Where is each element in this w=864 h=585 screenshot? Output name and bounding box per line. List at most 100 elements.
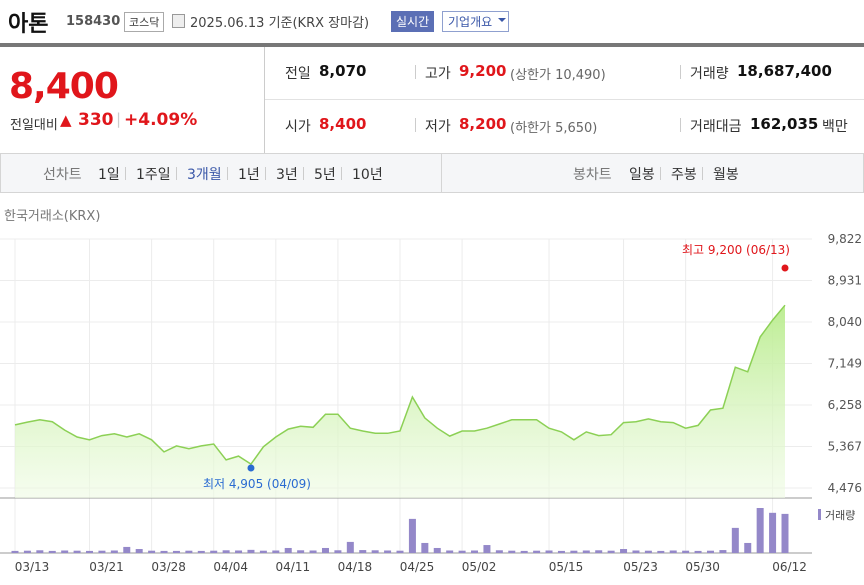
volume-bar — [197, 550, 205, 553]
summary-value: 8,070 — [319, 62, 367, 80]
volume-bar — [731, 527, 739, 553]
annotation-label: 최저 4,905 (04/09) — [203, 477, 311, 491]
volume-bar — [11, 550, 19, 553]
tab[interactable]: 1일 — [98, 167, 120, 183]
volume-bar — [769, 512, 777, 553]
volume-bar — [669, 550, 677, 553]
volume-bar — [632, 550, 640, 553]
volume-bar — [86, 550, 94, 553]
volume-bar — [210, 550, 218, 553]
summary-label: 거래대금 — [690, 119, 742, 135]
summary-value: 162,035 — [750, 115, 819, 133]
x-tick-label: 03/21 — [89, 560, 124, 574]
volume-bar — [284, 547, 292, 553]
volume-bar — [36, 550, 44, 553]
volume-bar — [247, 549, 255, 553]
source: 한국거래소(KRX) — [4, 209, 101, 224]
x-tick-label: 04/25 — [400, 560, 435, 574]
volume-bar — [719, 550, 727, 553]
candle-chart-label: 봉차트 — [573, 167, 612, 183]
volume-bar — [433, 547, 441, 553]
volume-bar — [644, 550, 652, 553]
tab[interactable]: 3개월 — [187, 167, 222, 183]
volume-bar — [682, 550, 690, 553]
x-tick-label: 05/02 — [462, 560, 497, 574]
volume-bar — [110, 550, 118, 553]
x-tick-label: 04/11 — [276, 560, 311, 574]
tab[interactable]: 3년 — [276, 167, 298, 183]
volume-bar — [384, 550, 392, 553]
price-line — [14, 304, 786, 466]
summary-value: 8,400 — [319, 115, 367, 133]
volume-bar — [620, 549, 628, 553]
volume-bar — [595, 550, 603, 553]
volume-bar — [172, 550, 180, 553]
summary-label: 고가 — [425, 66, 451, 82]
dropdown-arrow — [498, 18, 506, 22]
summary-value: 8,200 — [459, 115, 507, 133]
summary-label: 전일 — [285, 66, 311, 82]
separator — [415, 118, 416, 132]
y-tick-label: 6,258 — [828, 398, 862, 412]
separator — [680, 118, 681, 132]
volume-bar — [495, 550, 503, 553]
realtime-button[interactable]: 실시간 — [391, 11, 435, 32]
y-tick-label: 8,040 — [828, 315, 862, 329]
tab[interactable]: 주봉 — [671, 167, 697, 183]
x-tick-label: 04/18 — [338, 560, 373, 574]
x-tick-label: 05/23 — [623, 560, 658, 574]
tab[interactable]: 1년 — [238, 167, 260, 183]
volume-bar — [570, 550, 578, 553]
volume-bar — [98, 550, 106, 553]
volume-bar — [160, 550, 168, 553]
volume-bar — [61, 550, 69, 553]
tab[interactable]: 일봉 — [629, 167, 655, 183]
line-chart-label: 선차트 — [43, 167, 82, 183]
annotation-label: 최고 9,200 (06/13) — [682, 243, 790, 257]
tab[interactable]: 10년 — [352, 167, 383, 183]
volume-bar — [346, 541, 354, 553]
volume-bar — [471, 550, 479, 553]
x-tick-label: 05/15 — [549, 560, 584, 574]
volume-bar — [756, 508, 764, 553]
y-tick-label: 7,149 — [828, 357, 862, 371]
separator: | — [116, 110, 122, 128]
summary-value: 18,687,400 — [737, 62, 832, 80]
volume-bar — [222, 550, 230, 553]
separator — [265, 167, 266, 180]
annotation-dot — [781, 264, 789, 272]
volume-bar — [73, 550, 81, 553]
tab[interactable]: 월봉 — [713, 167, 739, 183]
volume-bar — [421, 542, 429, 553]
volume-bar — [371, 550, 379, 553]
volume-bar — [23, 550, 31, 553]
legend-swatch — [818, 509, 821, 520]
volume-bar — [483, 545, 491, 553]
summary-note: (상한가 10,490) — [510, 68, 606, 83]
separator — [303, 167, 304, 180]
x-tick-label: 03/28 — [151, 560, 186, 574]
volume-bar — [135, 549, 143, 553]
volume-bar — [148, 550, 156, 553]
tab-bar — [0, 153, 864, 193]
volume-bar — [657, 550, 665, 553]
market-badge: 코스닥 — [124, 12, 165, 32]
volume-bar — [520, 550, 528, 553]
volume-bar — [533, 550, 541, 553]
volume-bar — [582, 550, 590, 553]
tab[interactable]: 5년 — [314, 167, 336, 183]
company-info-button[interactable]: 기업개요 — [442, 11, 510, 32]
volume-bar — [272, 550, 280, 553]
separator — [341, 167, 342, 180]
tab[interactable]: 1주일 — [136, 167, 171, 183]
summary-label: 거래량 — [690, 66, 729, 82]
separator — [415, 65, 416, 79]
separator — [125, 167, 126, 180]
calendar-icon — [172, 14, 185, 28]
volume-bar — [557, 550, 565, 553]
volume-bar — [744, 542, 752, 553]
volume-bar — [396, 550, 404, 553]
volume-bar — [706, 550, 714, 553]
